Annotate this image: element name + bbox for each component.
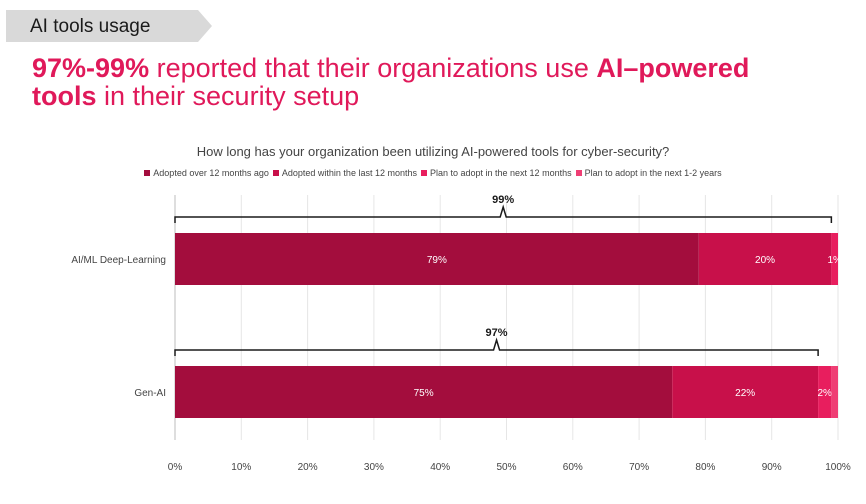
legend-label: Plan to adopt in the next 12 months — [429, 168, 572, 178]
headline-text-1: reported that their organizations use — [149, 53, 597, 83]
bracket — [174, 204, 833, 223]
chart-legend: Adopted over 12 months ago Adopted within… — [0, 168, 866, 178]
headline-emphasis: AI–powered — [596, 53, 750, 83]
section-tag-shape — [6, 10, 212, 42]
data-label: 79% — [427, 255, 447, 266]
bar-segment — [831, 366, 838, 418]
x-tick-label: 50% — [496, 462, 516, 473]
legend-swatch — [420, 170, 427, 176]
x-tick-label: 20% — [298, 462, 318, 473]
bracket-label: 97% — [486, 327, 508, 339]
legend-item: Adopted within the last 12 months — [272, 168, 417, 178]
x-tick-label: 40% — [430, 462, 450, 473]
legend-item: Plan to adopt in the next 12 months — [420, 168, 572, 178]
bar-segment — [175, 366, 673, 418]
data-label: 2% — [818, 388, 833, 399]
headline-stat: 97%-99% — [32, 53, 150, 83]
x-tick-label: 70% — [629, 462, 649, 473]
x-tick-label: 80% — [695, 462, 715, 473]
x-tick-label: 10% — [231, 462, 251, 473]
x-tick-label: 60% — [563, 462, 583, 473]
headline: 97%-99% reported that their organization… — [32, 54, 862, 110]
headline-text-2: in their security setup — [96, 81, 360, 111]
headline-emphasis-2: tools — [32, 81, 97, 111]
section-tag-label: AI tools usage — [30, 16, 151, 37]
x-tick-label: 0% — [168, 462, 183, 473]
x-tick-label: 100% — [825, 462, 851, 473]
bracket-label: 99% — [492, 194, 514, 206]
legend-label: Adopted over 12 months ago — [153, 168, 269, 178]
data-label: 1% — [827, 255, 842, 266]
bar-segment — [175, 233, 699, 285]
bar-segment — [831, 233, 838, 285]
data-label: 75% — [414, 388, 434, 399]
legend-label: Plan to adopt in the next 1-2 years — [584, 168, 722, 178]
data-label: 22% — [735, 388, 755, 399]
bracket — [174, 337, 819, 356]
legend-swatch — [144, 170, 151, 176]
bar-segment — [672, 366, 819, 418]
legend-label: Adopted within the last 12 months — [281, 168, 417, 178]
x-tick-label: 30% — [364, 462, 384, 473]
legend-swatch — [272, 170, 279, 176]
legend-item: Adopted over 12 months ago — [144, 168, 269, 178]
x-tick-label: 90% — [762, 462, 782, 473]
chart-title: How long has your organization been util… — [196, 144, 670, 159]
legend-item: Plan to adopt in the next 1-2 years — [575, 168, 722, 178]
data-label: 20% — [755, 255, 775, 266]
section-tag: AI tools usage — [6, 10, 212, 42]
bar-segment — [698, 233, 832, 285]
category-label: Gen-AI — [134, 388, 166, 399]
bar-segment — [818, 366, 832, 418]
legend-swatch — [575, 170, 582, 176]
category-label: AI/ML Deep-Learning — [71, 255, 166, 266]
